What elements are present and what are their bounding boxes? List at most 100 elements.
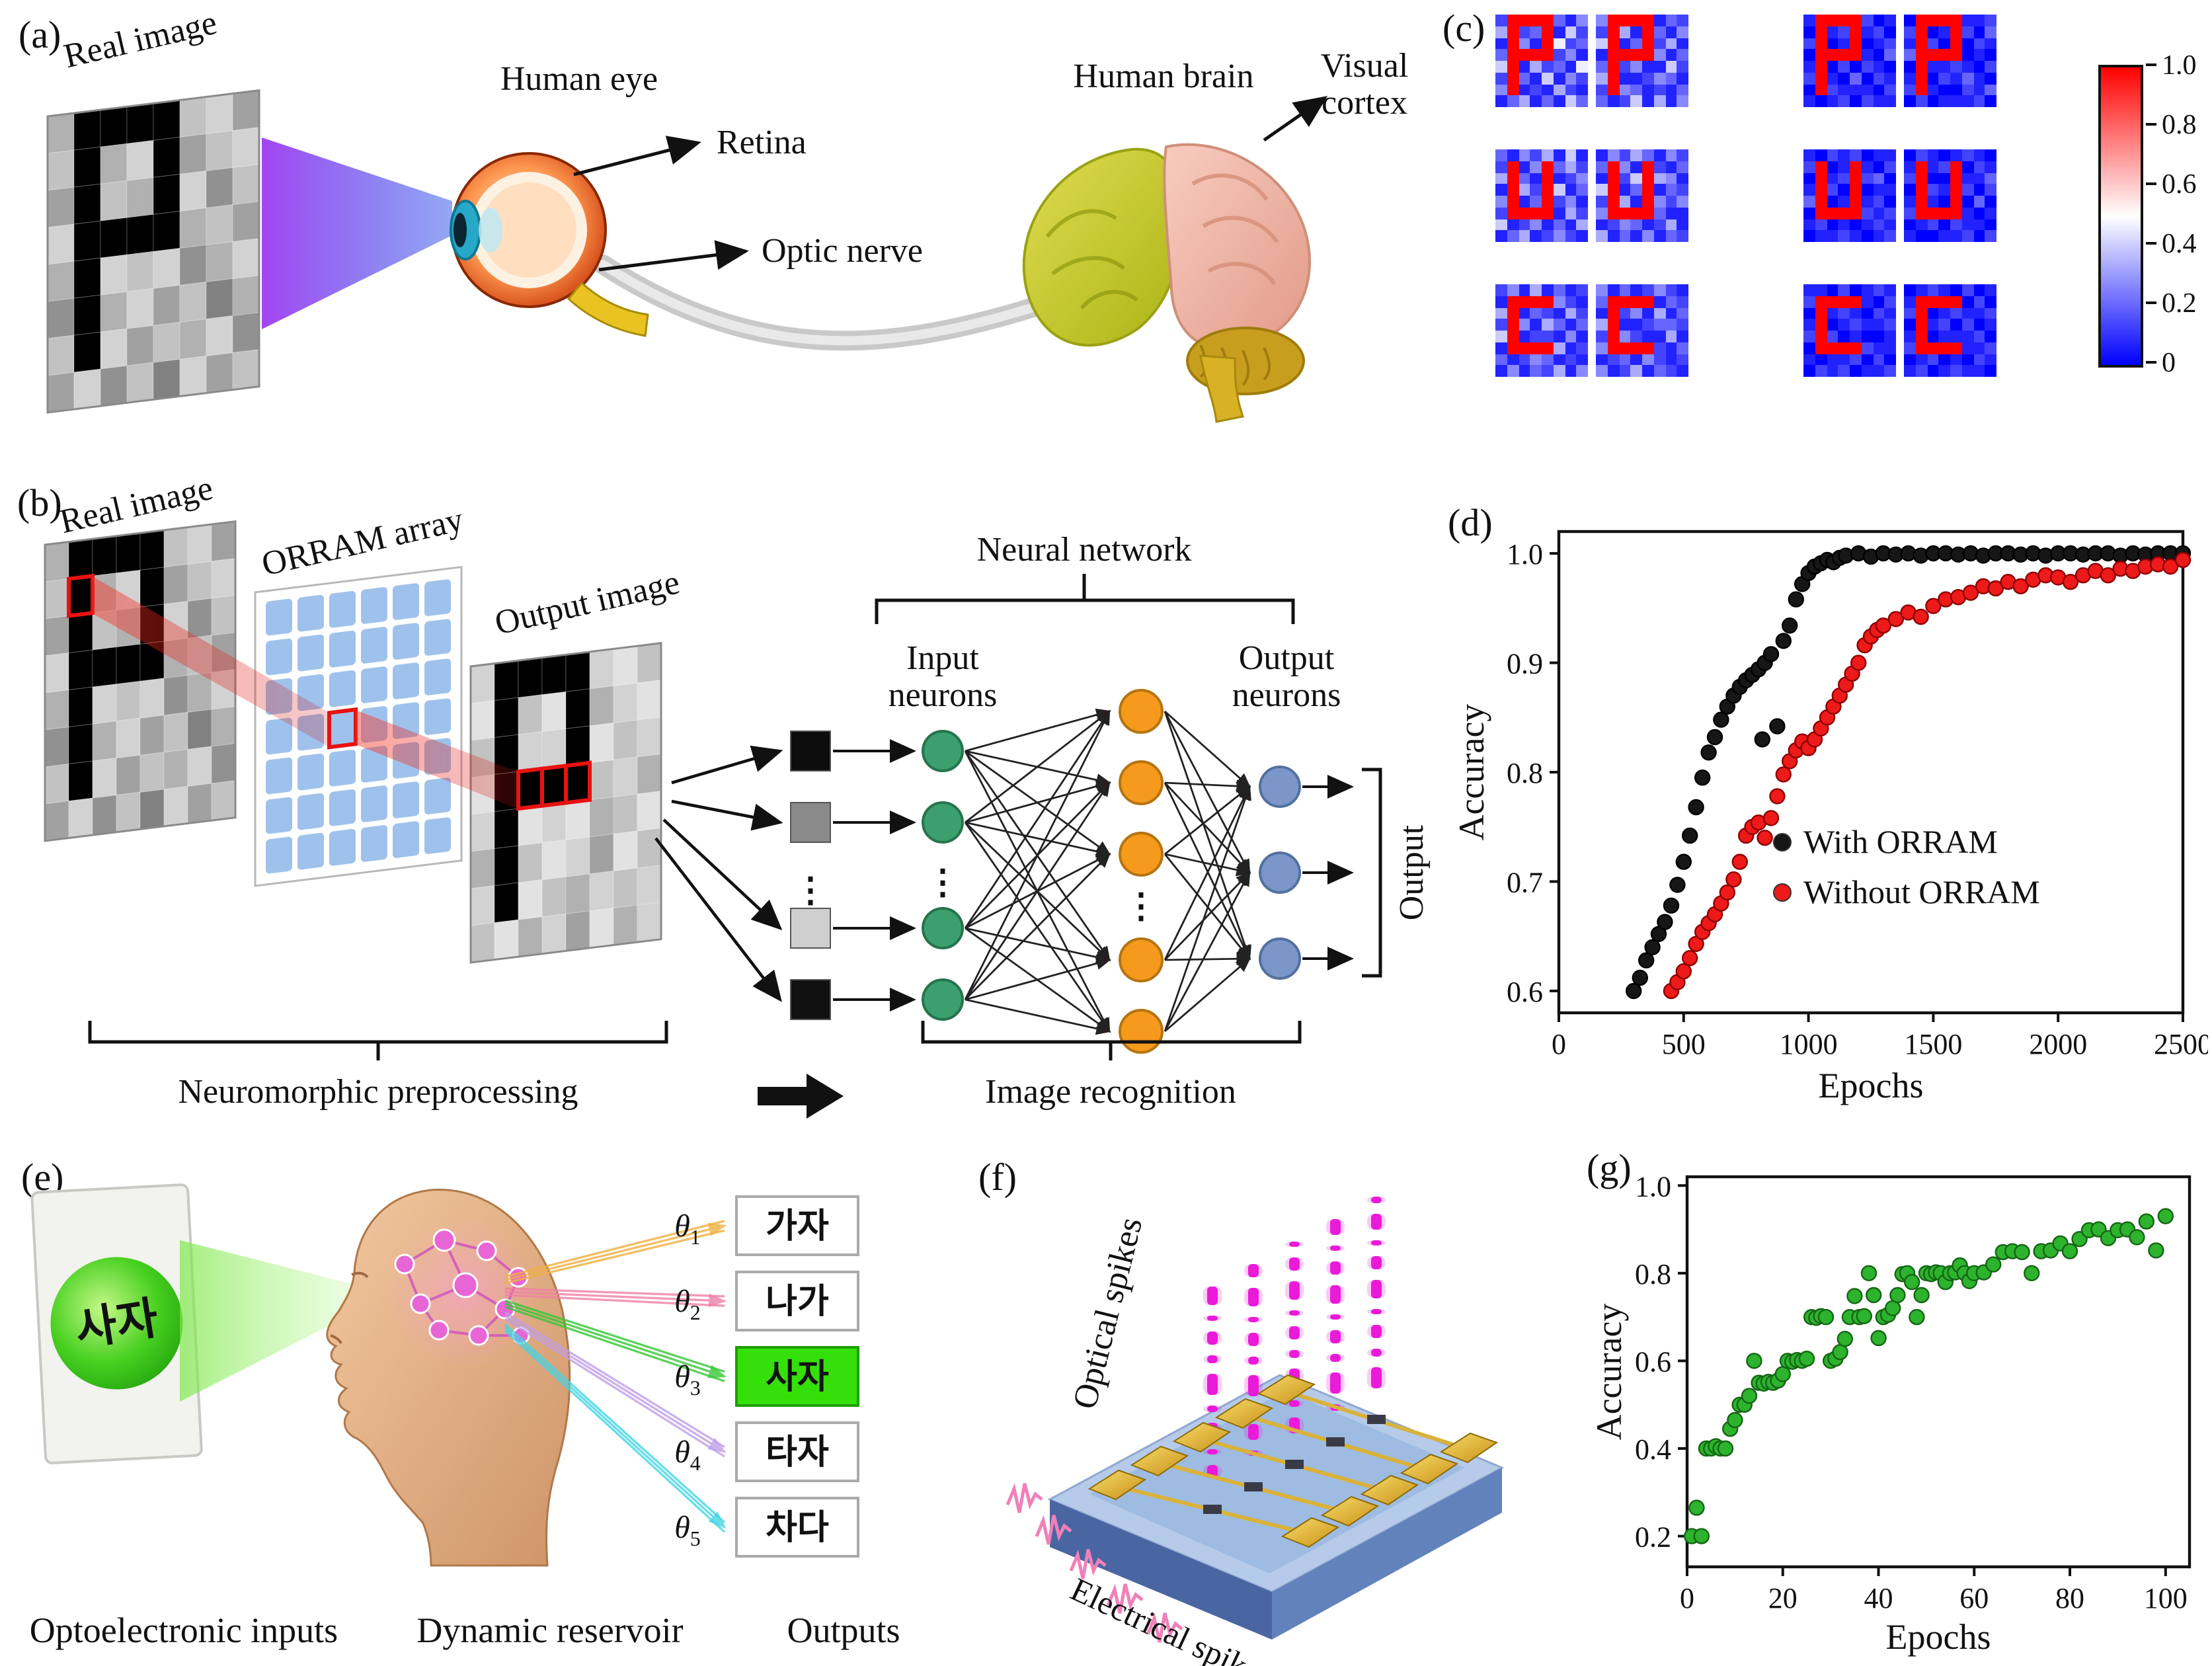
pixel-image-border: [469, 641, 662, 964]
heatmap-tile-c-2-1: [1596, 284, 1688, 377]
pixel: [613, 682, 638, 724]
colorbar-tick-label: 0.8: [2162, 108, 2197, 140]
nn-link: [964, 709, 1111, 929]
gold-electrode: [1400, 1453, 1459, 1485]
output-word-box: [735, 1195, 859, 1256]
orram-cell: [424, 777, 451, 814]
reservoir-output-line: [504, 1329, 726, 1533]
brainstem: [1199, 354, 1244, 423]
pixel: [126, 325, 154, 366]
optic-nerve-label: Optic nerve: [762, 232, 923, 270]
pixel: [126, 139, 154, 181]
orram-cell: [329, 709, 356, 747]
reservoir-output-line: [504, 1299, 725, 1373]
pixel: [494, 697, 519, 738]
data-point: [2174, 551, 2192, 569]
output-word-text: 사자: [766, 1359, 829, 1396]
data-point: [2157, 1208, 2174, 1224]
data-point: [1675, 853, 1692, 870]
visual-cortex-label-2: cortex: [1322, 84, 1407, 122]
data-point: [1657, 914, 1673, 930]
orram-cell: [393, 781, 419, 818]
pixel: [565, 688, 590, 729]
optic-nerve-stub: [567, 281, 649, 337]
optical-spike: [1289, 1257, 1300, 1271]
pixel: [589, 796, 614, 838]
data-point: [1682, 827, 1698, 844]
data-point: [1782, 617, 1798, 634]
x-tick-label: 2000: [2029, 1028, 2087, 1060]
pixel: [232, 312, 260, 354]
data-point: [1985, 1256, 2002, 1273]
optic-nerve-cable-core: [598, 260, 1040, 346]
pixel: [232, 90, 260, 132]
legend-dot: [1773, 883, 1792, 902]
output-neuron: [1259, 766, 1301, 808]
neural-network: ⋮ ⋮ ⋮: [790, 689, 1354, 1054]
nn-link: [1164, 782, 1251, 961]
data-point: [1638, 952, 1655, 969]
gold-electrode: [1439, 1432, 1499, 1464]
theta-label: θ5: [674, 1510, 701, 1550]
electrical-spike: [1146, 1612, 1183, 1643]
data-point: [1904, 1273, 1920, 1290]
orram-cell: [266, 598, 292, 636]
pixel: [518, 842, 543, 883]
pixel: [163, 674, 188, 716]
optical-spike: [1248, 1264, 1259, 1277]
data-point: [1846, 1288, 1863, 1304]
orram-cell: [266, 836, 292, 874]
data-point: [1817, 1309, 1835, 1326]
data-point: [1688, 799, 1704, 816]
dynamic-reservoir-label: Dynamic reservoir: [416, 1610, 683, 1650]
theta-label: θ2: [674, 1284, 701, 1324]
pixel: [163, 748, 188, 790]
data-point: [1663, 897, 1680, 914]
pixel: [470, 700, 495, 741]
x-tick-label: 60: [1959, 1582, 1989, 1614]
optical-spike: [1248, 1357, 1259, 1365]
pixel: [73, 220, 101, 262]
nn-link: [965, 779, 1111, 824]
pixel: [47, 112, 75, 154]
pixel-arrow-3: [662, 818, 783, 931]
data-point: [1798, 1351, 1815, 1367]
y-axis-label: Accuracy: [1589, 1304, 1629, 1441]
pixel: [518, 879, 543, 920]
channel: [1285, 1460, 1304, 1469]
pixel: [637, 791, 662, 832]
heatmap-tile-u-1-2: [1803, 149, 1896, 242]
neural-network-label: Neural network: [977, 531, 1192, 569]
orram-cell: [266, 638, 292, 676]
pixel: [232, 127, 260, 169]
panel-c: (c) 1.0 0.8 0.6 0.4 0.2 0: [1435, 8, 2212, 464]
pixel: [92, 647, 117, 688]
nn-link: [1164, 785, 1251, 1032]
y-tick-label: 1.0: [1635, 1170, 1671, 1203]
pixel: [518, 805, 543, 846]
device-right-face: [1272, 1468, 1502, 1640]
input-pixel-square: [790, 802, 831, 843]
light-beam-1: [93, 576, 329, 747]
pixel: [68, 575, 93, 617]
optical-spike: [1248, 1424, 1259, 1440]
reservoir-output-line: [504, 1311, 725, 1448]
pixel: [541, 876, 567, 918]
electrical-spike: [1006, 1483, 1043, 1513]
device-left-face: [1050, 1499, 1272, 1640]
orram-cell: [393, 583, 419, 620]
data-point: [1644, 939, 1661, 955]
pixel: [47, 149, 75, 191]
data-point: [1727, 1411, 1743, 1429]
data-point: [2148, 1242, 2164, 1259]
pixel: [92, 758, 117, 799]
data-point: [1713, 711, 1729, 728]
pixel: [211, 558, 236, 599]
data-point: [1754, 731, 1770, 748]
input-pixel-square: [790, 908, 831, 949]
pixel: [187, 561, 212, 602]
pixel: [206, 204, 233, 246]
pixel: [541, 728, 567, 770]
orram-cell: [329, 630, 356, 668]
pixel: [92, 684, 117, 725]
